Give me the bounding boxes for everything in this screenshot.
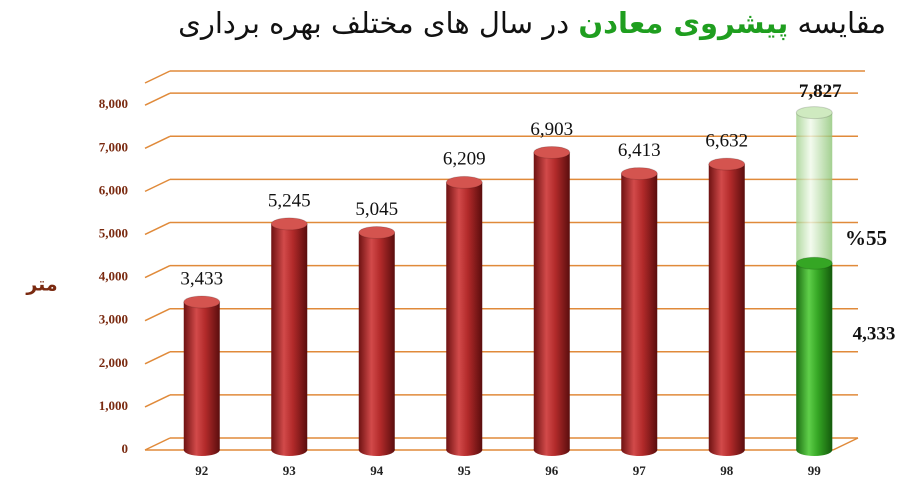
grid-line-side <box>144 135 171 149</box>
grid-line-side <box>144 308 171 322</box>
bar-top <box>270 217 308 231</box>
bar-body <box>183 302 220 450</box>
grid-line-side <box>144 394 171 408</box>
x-tick-label: 96 <box>545 463 559 478</box>
title-highlight: پیشروی معادن <box>578 6 789 40</box>
grid-line <box>144 394 858 408</box>
bar-top <box>795 106 833 120</box>
grid-line <box>144 264 858 279</box>
bar-body <box>271 223 308 450</box>
grid-line <box>144 307 858 322</box>
bar-top <box>358 226 396 240</box>
value-label: 6,413 <box>618 140 661 161</box>
bar-top <box>445 175 483 189</box>
bar-body <box>446 182 483 450</box>
grid-line-side <box>144 264 171 279</box>
grid-line <box>144 351 858 365</box>
floor-side <box>832 437 859 451</box>
y-tick-label: 3,000 <box>99 312 128 327</box>
x-tick-label: 92 <box>195 463 208 478</box>
bar <box>358 226 396 456</box>
value-label: 6,903 <box>530 119 573 140</box>
bar-top <box>533 145 571 159</box>
y-tick-label: 5,000 <box>99 225 128 240</box>
bar-body <box>708 164 745 450</box>
bar-top <box>795 256 833 270</box>
bar <box>708 157 746 456</box>
y-tick-label: 0 <box>122 441 129 456</box>
x-tick-label: 99 <box>808 463 822 478</box>
grid-line-side <box>144 437 171 451</box>
share-label: %55 <box>845 226 887 250</box>
grid-line <box>144 437 859 451</box>
y-axis-label: متر <box>25 274 57 296</box>
bar <box>183 295 221 456</box>
y-tick-label: 8,000 <box>99 96 128 111</box>
grid-line-side <box>144 92 171 106</box>
value-label: 5,245 <box>268 190 311 211</box>
y-tick-label: 6,000 <box>99 182 128 197</box>
bar-body <box>796 263 833 450</box>
bar-top <box>708 157 746 171</box>
y-tick-label: 7,000 <box>99 139 128 154</box>
grid-line-side <box>144 178 171 193</box>
grid-line-side <box>144 221 171 236</box>
bar <box>533 145 571 456</box>
y-tick-label: 1,000 <box>99 398 128 413</box>
title-start: مقایسه <box>797 6 886 40</box>
value-label: 5,045 <box>355 199 398 220</box>
bar <box>620 167 658 456</box>
bar-top <box>620 167 658 181</box>
x-tick-label: 93 <box>283 463 297 478</box>
bar-top <box>183 295 221 309</box>
bar-body <box>358 232 395 450</box>
chart-title: مقایسه پیشروی معادن در سال های مختلف بهر… <box>178 6 886 40</box>
bar-body <box>621 173 658 451</box>
bar <box>270 217 308 456</box>
x-tick-label: 98 <box>720 463 734 478</box>
grid-line <box>144 135 858 149</box>
achieved-label: 4,333 <box>853 324 896 345</box>
bar <box>795 256 833 456</box>
grid-line <box>144 178 858 193</box>
title-end: در سال های مختلف بهره برداری <box>178 6 570 40</box>
x-tick-label: 95 <box>458 463 472 478</box>
bar-body <box>533 152 570 450</box>
value-label: 3,433 <box>180 268 223 289</box>
grid-line-side <box>144 351 171 365</box>
y-tick-label: 2,000 <box>99 355 128 370</box>
x-tick-label: 94 <box>370 463 384 478</box>
bar <box>445 175 483 456</box>
y-tick-label: 4,000 <box>99 269 128 284</box>
x-tick-label: 97 <box>633 463 647 478</box>
value-label: 6,209 <box>443 149 486 170</box>
value-label: 7,827 <box>799 81 842 102</box>
frame-line <box>144 70 171 84</box>
value-label: 6,632 <box>705 130 748 151</box>
grid-line <box>144 221 858 236</box>
grid-line <box>144 92 858 106</box>
